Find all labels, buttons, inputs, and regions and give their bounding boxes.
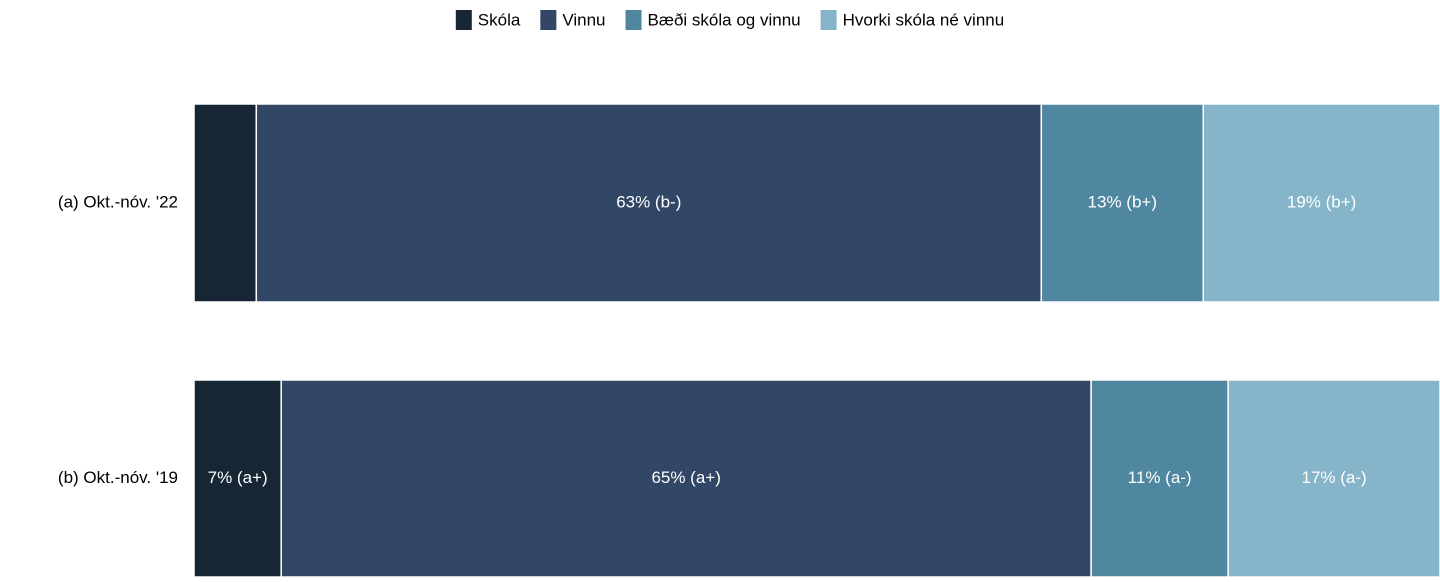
data-label: 17% (a-): [1301, 468, 1366, 487]
bar-segment: [1040, 103, 1205, 303]
data-label: 65% (a+): [651, 468, 720, 487]
legend-label: Skóla: [478, 10, 521, 29]
bar-segment: [255, 103, 1043, 303]
legend-swatch: [540, 10, 557, 30]
bar-segment: [1090, 379, 1229, 578]
bar-segment: [193, 103, 258, 303]
data-label: 13% (b+): [1088, 192, 1157, 211]
data-label: 7% (a+): [208, 468, 268, 487]
legend-swatch: [625, 10, 642, 30]
data-label: 11% (a-): [1128, 468, 1192, 487]
legend-label: Hvorki skóla né vinnu: [843, 10, 1005, 29]
bar-segment: [1202, 103, 1440, 303]
y-tick-label: (b) Okt.-nóv. '19: [58, 468, 178, 487]
legend-swatch: [820, 10, 837, 30]
legend-swatch: [455, 10, 472, 30]
bar-segment: [193, 379, 282, 578]
legend-label: Bæði skóla og vinnu: [648, 10, 801, 29]
legend-label: Vinnu: [562, 10, 605, 29]
y-tick-label: (a) Okt.-nóv. '22: [58, 192, 178, 211]
data-label: 19% (b+): [1287, 192, 1356, 211]
bar-segment: [1227, 379, 1440, 578]
bar-segment: [280, 379, 1092, 578]
data-label: 63% (b-): [616, 192, 681, 211]
